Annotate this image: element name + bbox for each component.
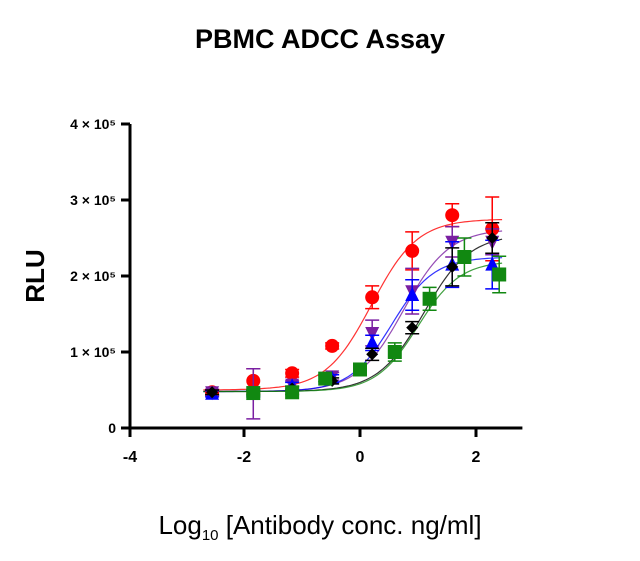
data-point	[285, 366, 300, 381]
chart-title: PBMC ADCC Assay	[195, 24, 445, 54]
data-point	[405, 243, 420, 258]
x-label-main: Log	[158, 510, 201, 540]
data-point	[485, 256, 500, 271]
data-point	[206, 386, 219, 399]
data-point	[325, 338, 340, 353]
x-tick-label: 0	[356, 449, 365, 466]
y-tick-label: 0	[108, 420, 116, 436]
x-label-rest: [Antibody conc. ng/ml]	[219, 510, 482, 540]
data-point	[318, 371, 333, 386]
data-point	[446, 260, 459, 273]
data-point	[246, 386, 261, 401]
data-point	[366, 348, 379, 361]
fit-curve	[203, 262, 503, 393]
data-point	[285, 385, 300, 400]
data-point	[486, 232, 499, 244]
data-point	[405, 287, 420, 301]
y-tick-label: 3 × 10⁵	[70, 192, 116, 208]
fit-curve	[203, 219, 503, 391]
data-point	[422, 291, 437, 306]
data-point	[353, 362, 367, 377]
x-tick-label: -2	[237, 449, 251, 466]
data-point	[365, 290, 380, 305]
x-axis-label: Log10 [Antibody conc. ng/ml]	[158, 510, 481, 544]
x-tick-label: -4	[123, 449, 137, 466]
y-tick-label: 1 × 10⁵	[70, 344, 116, 360]
y-tick-label: 4 × 10⁵	[70, 116, 116, 132]
data-point	[457, 250, 472, 264]
y-axis-label: RLU	[20, 249, 50, 302]
data-point	[406, 321, 419, 334]
data-point	[492, 267, 507, 282]
data-point	[365, 334, 380, 349]
data-point	[365, 327, 380, 341]
data-point	[445, 208, 460, 223]
y-tick-label: 2 × 10⁵	[70, 268, 116, 284]
data-point	[387, 345, 402, 359]
x-tick-label: 2	[472, 449, 481, 466]
x-label-subscript: 10	[202, 527, 219, 544]
fit-curve	[203, 230, 503, 393]
